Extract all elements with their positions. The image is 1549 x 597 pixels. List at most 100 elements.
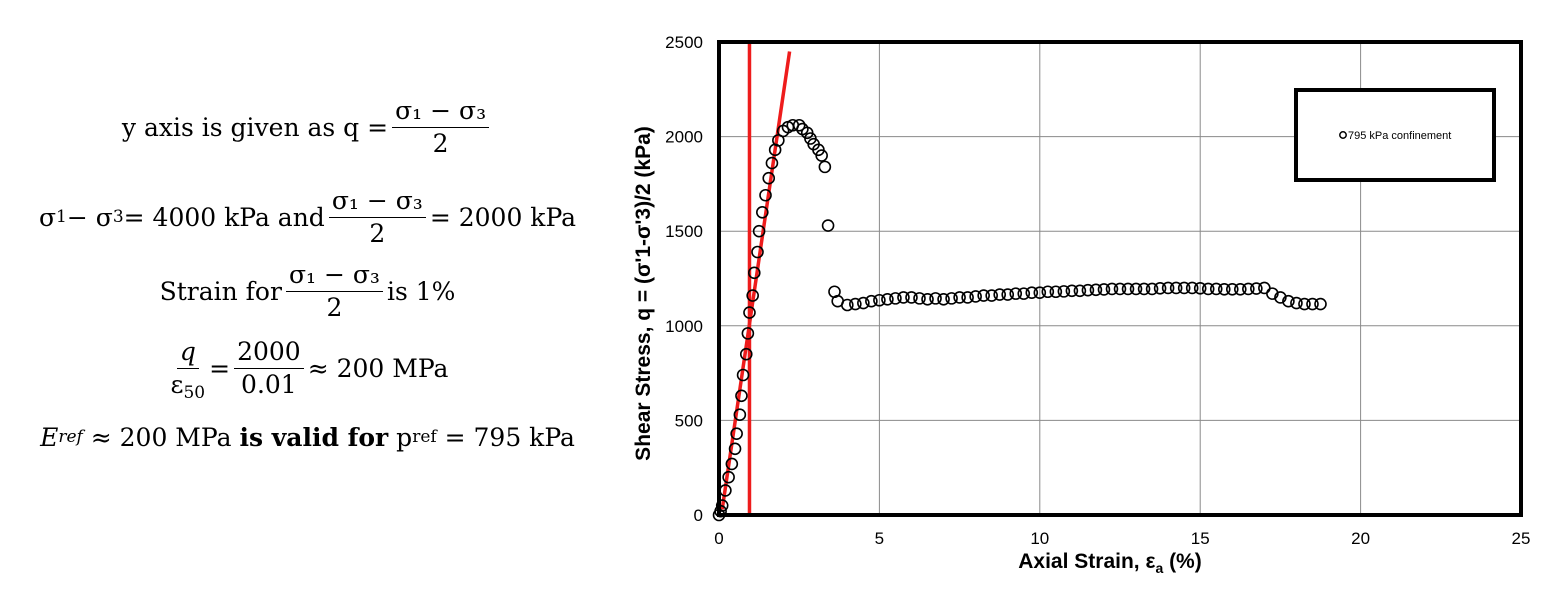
data-point-0-11 [739, 347, 753, 361]
eq3-fraction: σ₁ − σ₃ 2 [285, 261, 383, 321]
y-tick-label-2000: 2000 [665, 128, 703, 147]
equation-q-definition: y axis is given as q = σ₁ − σ₃ 2 [0, 90, 615, 164]
data-point-0-67 [1073, 284, 1087, 298]
data-point-0-70 [1097, 283, 1111, 296]
eq1-numerator: σ₁ − σ₃ [392, 97, 490, 128]
eq4-fraction-1: q ε50 [170, 338, 206, 401]
data-point-0-13 [743, 306, 756, 319]
eq4-equals: = [209, 353, 231, 383]
data-point-0-75 [1137, 282, 1151, 296]
data-point-0-47 [913, 292, 926, 305]
data-point-0-8 [733, 408, 747, 422]
data-series-795-kpa [712, 118, 1327, 522]
data-point-0-39 [849, 297, 862, 311]
data-point-0-54 [969, 290, 982, 303]
data-point-0-92 [1274, 291, 1287, 304]
data-point-0-66 [1065, 284, 1079, 298]
eq3-prefix: Strain for [159, 276, 282, 306]
data-point-0-50 [937, 293, 950, 306]
plot-area-frame [717, 40, 1523, 517]
eq4-numerator-2: 2000 [234, 338, 304, 369]
data-point-0-46 [905, 291, 918, 304]
data-point-0-88 [1242, 282, 1255, 296]
data-point-0-18 [756, 205, 769, 219]
data-point-0-97 [1314, 297, 1327, 311]
data-point-0-17 [752, 224, 766, 238]
eq5-E: E [40, 422, 59, 452]
data-point-0-21 [765, 156, 779, 170]
equation-strain: Strain for σ₁ − σ₃ 2 is 1% [0, 254, 615, 328]
x-tick-label-25: 25 [1512, 529, 1531, 548]
y-axis-label: Shear Stress, q = (σ'1-σ'3)/2 (kPa) [632, 126, 655, 461]
data-point-0-49 [929, 292, 942, 305]
eq5-p: p [388, 422, 413, 452]
data-point-0-40 [857, 296, 870, 310]
data-point-0-5 [725, 457, 739, 471]
data-point-0-27 [792, 118, 806, 132]
data-point-0-71 [1105, 282, 1119, 296]
eq4-epsilon-sub: 50 [183, 382, 206, 403]
x-tick-label-0: 0 [714, 529, 723, 548]
data-point-0-16 [751, 245, 764, 259]
data-point-0-55 [977, 289, 990, 302]
data-point-0-72 [1113, 282, 1127, 296]
eq5-bold-text: is valid for [239, 422, 389, 452]
eq4-denominator-2: 0.01 [241, 369, 297, 399]
eq5-result: = 795 kPa [436, 422, 575, 452]
y-tick-label-0: 0 [694, 506, 703, 525]
data-point-0-73 [1121, 282, 1135, 296]
y-tick-label-2500: 2500 [665, 33, 703, 52]
x-tick-label-5: 5 [875, 529, 884, 548]
data-point-0-48 [921, 293, 934, 306]
data-point-0-56 [985, 289, 998, 302]
data-point-0-41 [865, 294, 878, 308]
data-point-0-61 [1025, 286, 1039, 299]
data-point-0-87 [1234, 282, 1247, 296]
data-point-0-84 [1209, 282, 1223, 296]
data-point-0-2 [715, 499, 729, 512]
eq2-fraction: σ₁ − σ₃ 2 [328, 187, 426, 248]
data-point-0-60 [1017, 287, 1031, 300]
eq2-numerator: σ₁ − σ₃ [328, 187, 426, 218]
data-point-0-96 [1306, 297, 1319, 311]
eq2-sigma3: − σ [66, 202, 113, 232]
data-point-0-34 [818, 160, 832, 174]
data-point-0-15 [747, 266, 761, 280]
data-point-0-81 [1185, 281, 1199, 295]
data-point-0-10 [736, 368, 750, 382]
data-point-0-44 [889, 292, 902, 305]
eq1-fraction: σ₁ − σ₃ 2 [392, 97, 490, 157]
data-point-0-57 [993, 288, 1007, 301]
chart-grid [719, 42, 1521, 515]
eq4-result: ≈ 200 MPa [307, 353, 449, 383]
legend-box [1294, 88, 1496, 182]
data-point-0-51 [945, 292, 958, 305]
data-point-0-45 [897, 291, 910, 304]
data-point-0-80 [1177, 281, 1191, 295]
data-point-0-35 [821, 219, 835, 232]
data-point-0-33 [815, 149, 828, 162]
data-point-0-62 [1033, 286, 1047, 299]
eq3-numerator: σ₁ − σ₃ [285, 261, 383, 292]
x-tick-label-10: 10 [1030, 529, 1049, 548]
eq4-numerator-1: q [176, 338, 199, 369]
data-point-0-85 [1217, 282, 1231, 296]
y-tick-label-1500: 1500 [665, 222, 703, 241]
legend-marker [1339, 131, 1347, 139]
data-point-0-43 [881, 293, 894, 306]
data-point-0-65 [1057, 285, 1071, 298]
equation-modulus: q ε50 = 2000 0.01 ≈ 200 MPa [0, 328, 615, 408]
data-point-0-94 [1290, 296, 1303, 310]
axis-tick-labels: 0 5 10 15 20 25 0 500 1000 1500 2000 2500 [665, 33, 1530, 548]
eq4-fraction-2: 2000 0.01 [234, 338, 304, 398]
eq2-denominator: 2 [369, 218, 386, 248]
eq4-epsilon: ε [170, 369, 184, 399]
legend-entry: 795 kPa confinement [1348, 130, 1451, 142]
data-point-0-76 [1145, 282, 1159, 296]
data-point-0-79 [1169, 281, 1183, 295]
data-point-0-89 [1250, 282, 1263, 295]
eq1-prefix: y axis is given as q = [121, 112, 389, 142]
